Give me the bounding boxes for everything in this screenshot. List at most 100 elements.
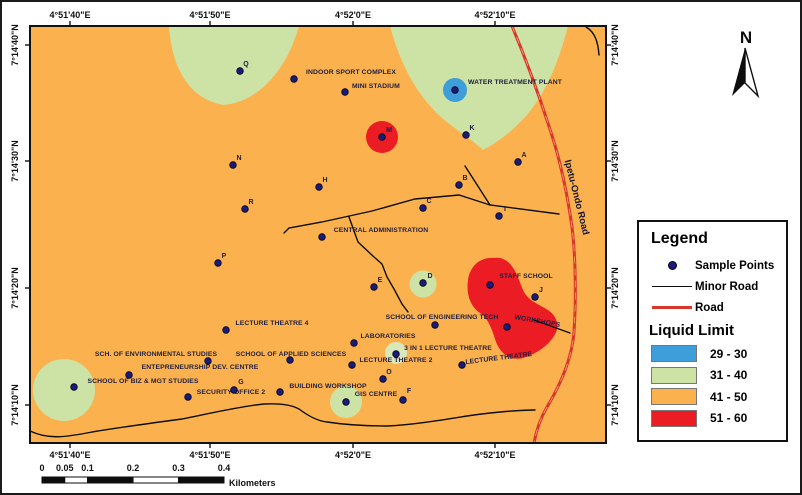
scale-bar: 0 0.05 0.1 0.2 0.3 0.4 [39, 463, 231, 484]
facility-label-school-of-applied-sciences: SCHOOL OF APPLIED SCIENCES [236, 351, 347, 358]
facility-point-3-in-1-lecture-theatre [392, 350, 400, 358]
minor-road-workshops-spur [533, 319, 571, 334]
scale-bar-segment [178, 476, 225, 484]
sample-point-label-g: G [238, 379, 244, 386]
north-arrow-right-half [744, 47, 760, 99]
sample-point-label-d: D [427, 273, 432, 280]
map-frame [29, 25, 607, 444]
sample-point-label-e: E [378, 277, 383, 284]
facility-label-indoor-sport-complex: INDOOR SPORT COMPLEX [306, 69, 396, 76]
axis-label-right: 7°14'10"N [610, 384, 620, 426]
liquid-limit-class-51-60: 51 - 60 [649, 408, 778, 430]
minor-road-branch-south [348, 216, 409, 313]
facility-point-indoor-sport-complex [290, 75, 298, 83]
axis-label-right: 7°14'20"N [610, 267, 620, 309]
facility-point-sch-of-environmental-studies [204, 357, 212, 365]
sample-point-label-f: F [407, 388, 412, 395]
legend-item-minor-road: Minor Road [649, 276, 778, 297]
axis-labels: 4°51'40"E 4°51'40"E 4°51'50"E 4°51'50"E 4°52… [10, 10, 620, 460]
minor-road-line-icon [649, 286, 695, 287]
north-arrow: N [732, 28, 760, 99]
facility-label-school-of-engineering-tech: SCHOOL OF ENGINEERING TECH [386, 314, 499, 321]
sample-point-j [531, 293, 539, 301]
sample-point-label-j: J [539, 287, 543, 294]
sample-point-c [419, 204, 427, 212]
liquid-limit-range-label: 29 - 30 [710, 346, 748, 361]
sample-point-label-n: N [236, 155, 241, 162]
sample-point-q [236, 67, 244, 75]
facility-point-school-of-applied-sciences [286, 356, 294, 364]
facility-point-staff-school [486, 281, 494, 289]
axis-label-top: 4°52'10"E [474, 10, 515, 20]
facility-point-security-office-2 [184, 393, 192, 401]
sample-point-b [455, 181, 463, 189]
sample-point-o [379, 375, 387, 383]
facility-point-mini-stadium [341, 88, 349, 96]
legend-item-road: Road [649, 297, 778, 318]
sample-point-k [462, 131, 470, 139]
facility-label-lecture-theatre-2: LECTURE THEATRE 2 [360, 357, 433, 364]
facility-label-lecture-theatre-4: LECTURE THEATRE 4 [236, 320, 309, 327]
sample-point-label-k: K [469, 125, 474, 132]
scale-bar-segment [132, 476, 179, 484]
sample-point-label-c: C [426, 198, 431, 205]
facility-label-laboratories: LABORATORIES [361, 333, 416, 340]
sample-point-r [241, 205, 249, 213]
sample-point-label-m: M [386, 127, 392, 134]
axis-label-top: 4°52'0"E [335, 10, 371, 20]
facility-point-entepreneurship-dev-centre [125, 371, 133, 379]
axis-label-left: 7°14'40"N [10, 24, 20, 66]
facility-point-building-workshop [276, 388, 284, 396]
sample-point-label-q: Q [243, 61, 249, 68]
scale-bar-tick-label: 0.2 [127, 463, 140, 473]
minor-road-branch-b [464, 165, 491, 206]
facility-label-central-administration: CENTRAL ADMINISTRATION [334, 227, 429, 234]
sample-point-n [229, 161, 237, 169]
facility-label-sch-of-environmental-studies: SCH. OF ENVIRONMENTAL STUDIES [95, 351, 218, 358]
facility-label-entepreneurship-dev-centre: ENTEPRENEURSHIP DEV. CENTRE [142, 364, 259, 371]
sample-point-label-b: B [462, 175, 467, 182]
zone-liquid-limit-31-40-southwest [33, 359, 95, 421]
facility-point-laboratories [350, 339, 358, 347]
facility-label-school-of-biz-mgt-studies: SCHOOL OF BIZ & MGT STUDIES [88, 378, 199, 385]
liquid-limit-class-41-50: 41 - 50 [649, 386, 778, 408]
axis-label-right: 7°14'40"N [610, 24, 620, 66]
road-centerline [511, 26, 576, 443]
legend-title: Legend [651, 230, 708, 247]
sample-points-layer: Q N H R P M K A B C I E D J O F G [214, 61, 543, 404]
liquid-limit-range-label: 41 - 50 [710, 389, 748, 404]
sample-point-a [514, 158, 522, 166]
liquid-limit-swatch [651, 388, 697, 406]
liquid-limit-class-29-30: 29 - 30 [649, 343, 778, 365]
sample-point-label-p: P [222, 253, 227, 260]
sample-point-label-a: A [521, 152, 526, 159]
facility-label-3-in-1-lecture-theatre: 3 IN 1 LECTURE THEATRE [404, 345, 492, 352]
north-arrow-letter: N [740, 28, 752, 47]
map-area: Ipetu-Ondo Road INDOOR SPORT COMPLEXMINI… [30, 26, 606, 443]
axis-label-bottom: 4°51'40"E [49, 450, 90, 460]
legend-item-label: Sample Points [695, 259, 775, 272]
facility-label-building-workshop: BUILDING WORKSHOP [289, 383, 367, 390]
sample-point-label-o: O [386, 369, 392, 376]
minor-road-south [30, 403, 536, 438]
liquid-limit-swatch [651, 409, 697, 427]
liquid-limit-swatch [651, 366, 697, 384]
sample-point-label-h: H [322, 177, 327, 184]
liquid-limit-range-label: 31 - 40 [710, 368, 748, 383]
minor-road-line-icon-shape [652, 286, 692, 287]
sample-point-g [230, 386, 238, 394]
facility-label-gis-centre: GIS CENTRE [355, 391, 398, 398]
scale-bar-tick-label: 0.4 [218, 463, 231, 473]
axis-label-top: 4°51'40"E [49, 10, 90, 20]
sample-point-label-r: R [248, 199, 253, 206]
axis-label-bottom: 4°52'0"E [335, 450, 371, 460]
sample-point-p [214, 259, 222, 267]
facility-point-school-of-biz-mgt-studies [70, 383, 78, 391]
sample-point-d [419, 279, 427, 287]
sample-point-f [399, 396, 407, 404]
facility-point-water-treatment-plant [451, 86, 459, 94]
minor-road-central [283, 194, 560, 234]
sample-point-icon [649, 261, 695, 270]
